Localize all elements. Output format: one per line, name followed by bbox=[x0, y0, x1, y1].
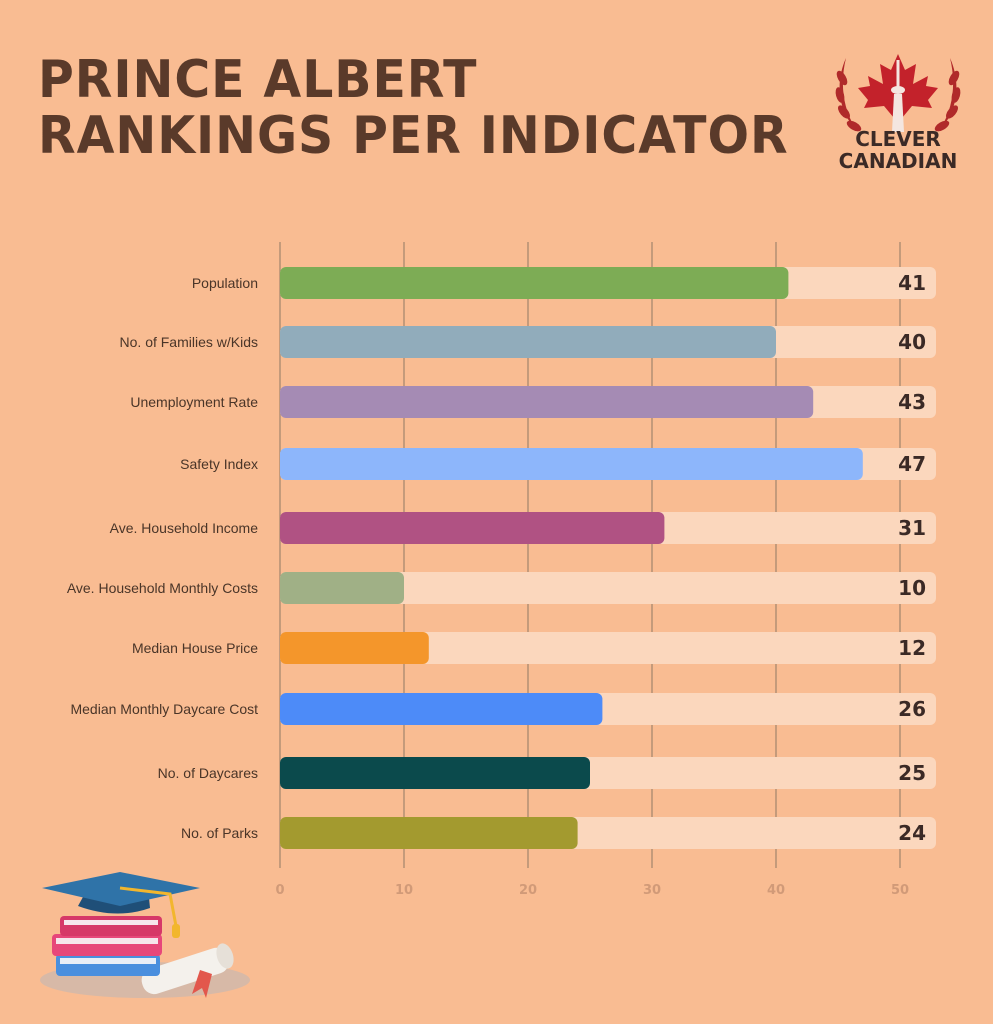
bar bbox=[280, 512, 665, 544]
bar-track bbox=[280, 632, 936, 664]
value-label: 31 bbox=[898, 516, 926, 540]
bar bbox=[280, 267, 789, 299]
bar bbox=[280, 386, 814, 418]
bars: Population 41 No. of Families w/Kids 40 Unem… bbox=[67, 267, 936, 849]
title-line-2: RANKINGS PER INDICATOR bbox=[38, 106, 789, 166]
value-label: 25 bbox=[898, 761, 926, 785]
logo-text-line-2: CANADIAN bbox=[838, 149, 958, 173]
x-axis-ticks: 0 10 20 30 40 50 bbox=[275, 883, 909, 898]
category-label: Ave. Household Income bbox=[110, 520, 259, 536]
page-title: PRINCE ALBERT RANKINGS PER INDICATOR bbox=[38, 52, 789, 164]
bar bbox=[280, 326, 776, 358]
x-tick-label: 0 bbox=[275, 883, 284, 898]
graduation-books-illustration bbox=[40, 872, 250, 998]
bar bbox=[280, 448, 863, 480]
books-icon bbox=[52, 916, 162, 976]
bar bbox=[280, 632, 429, 664]
category-label: No. of Parks bbox=[181, 825, 258, 841]
category-label: Median Monthly Daycare Cost bbox=[70, 701, 258, 717]
category-label: Ave. Household Monthly Costs bbox=[67, 580, 258, 596]
bar bbox=[280, 757, 590, 789]
x-tick-label: 20 bbox=[519, 883, 537, 898]
bar bbox=[280, 693, 603, 725]
category-label: Median House Price bbox=[132, 640, 258, 656]
category-label: Population bbox=[192, 275, 258, 291]
value-label: 26 bbox=[898, 697, 926, 721]
bar-track bbox=[280, 572, 936, 604]
value-label: 47 bbox=[898, 452, 926, 476]
x-tick-label: 30 bbox=[643, 883, 661, 898]
x-tick-label: 50 bbox=[891, 883, 909, 898]
category-label: No. of Families w/Kids bbox=[120, 334, 258, 350]
value-label: 41 bbox=[898, 271, 926, 295]
value-label: 10 bbox=[898, 576, 926, 600]
x-tick-label: 10 bbox=[395, 883, 413, 898]
logo-text-line-1: CLEVER bbox=[855, 127, 941, 151]
maple-leaf-cn-tower-icon bbox=[835, 54, 961, 132]
cn-tower-icon bbox=[891, 60, 905, 132]
value-label: 40 bbox=[898, 330, 926, 354]
category-label: Unemployment Rate bbox=[130, 394, 258, 410]
category-label: No. of Daycares bbox=[158, 765, 258, 781]
bar bbox=[280, 817, 578, 849]
diploma-icon bbox=[141, 943, 234, 998]
title-line-1: PRINCE ALBERT bbox=[38, 50, 478, 110]
graduation-cap-icon bbox=[42, 872, 200, 938]
value-label: 43 bbox=[898, 390, 926, 414]
bar bbox=[280, 572, 404, 604]
category-label: Safety Index bbox=[180, 456, 258, 472]
value-label: 24 bbox=[898, 821, 926, 845]
laurel-wreath-icon bbox=[835, 58, 961, 132]
value-label: 12 bbox=[898, 636, 926, 660]
x-tick-label: 40 bbox=[767, 883, 785, 898]
